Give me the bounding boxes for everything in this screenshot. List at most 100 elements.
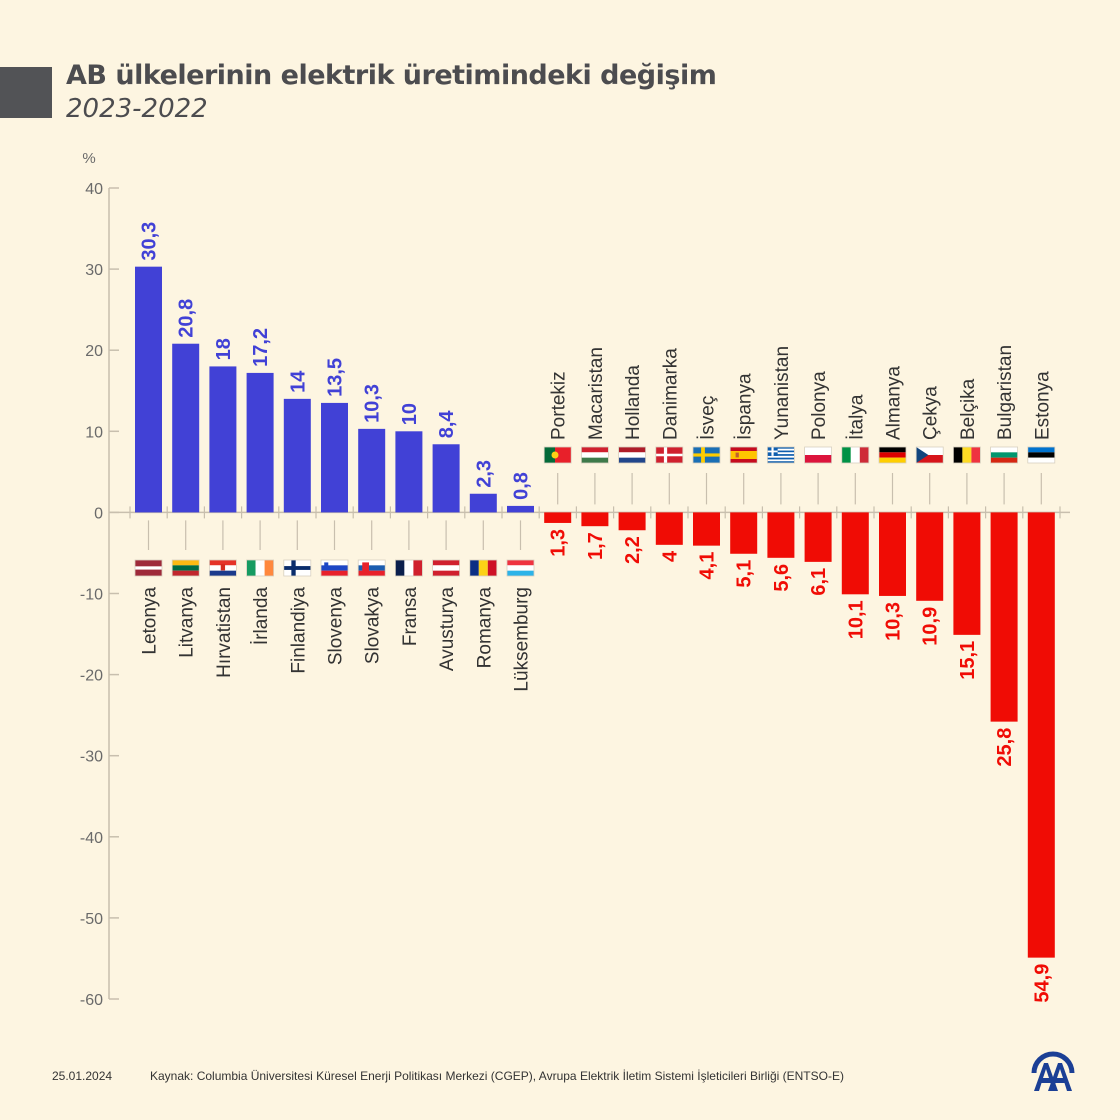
y-axis-label: % <box>82 150 95 167</box>
category-label: Portekiz <box>549 371 570 440</box>
bar-germany <box>879 512 906 596</box>
bar-estonia <box>1027 512 1055 958</box>
bar-czechia <box>916 512 944 601</box>
croatia-flag-icon <box>208 559 237 577</box>
bar-latvia <box>135 266 162 513</box>
germany-flag-icon <box>878 446 907 464</box>
category-label: Macaristan <box>586 347 607 440</box>
category-label: Lüksemburg <box>512 587 533 692</box>
bar-slovenia <box>321 402 348 513</box>
bar-poland <box>804 512 832 562</box>
category-label: Polonya <box>809 371 830 440</box>
category-label: Estonya <box>1032 371 1053 440</box>
y-tick-label: 0 <box>94 505 103 522</box>
bar-hungary <box>581 512 609 527</box>
bar-austria <box>432 444 460 513</box>
czechia-flag-icon <box>915 446 944 464</box>
category-label: İsveç <box>698 396 719 440</box>
ireland-flag-icon <box>246 559 275 577</box>
category-label: Finlandiya <box>288 587 309 674</box>
romania-flag-icon <box>469 559 498 577</box>
portugal-flag-icon <box>543 446 572 464</box>
category-label: Avusturya <box>437 587 458 672</box>
belgium-flag-icon <box>953 446 981 464</box>
luxembourg-flag-icon <box>506 559 535 577</box>
data-label: 10,3 <box>883 602 905 641</box>
y-tick-label: 30 <box>85 262 103 279</box>
source-note: Kaynak: Columbia Üniversitesi Küresel En… <box>150 1069 844 1083</box>
category-label: Yunanistan <box>772 346 793 440</box>
slovakia-flag-icon <box>357 559 386 577</box>
bar-spain <box>730 512 758 554</box>
poland-flag-icon <box>804 446 832 464</box>
category-label: İrlanda <box>251 587 272 646</box>
data-label: 8,4 <box>436 410 458 439</box>
finland-flag-icon <box>283 559 312 577</box>
bar-sweden <box>693 512 720 546</box>
data-label: 10,3 <box>362 384 384 423</box>
data-label: 1,3 <box>548 529 570 557</box>
axes: 40 30 20 10 0 -10 -20 -30 -40 -50 -60 <box>80 181 1070 1009</box>
y-tick-label: 40 <box>85 181 103 198</box>
bar-ireland <box>246 372 274 513</box>
denmark-flag-icon <box>655 446 684 464</box>
category-label: Danimarka <box>660 348 681 440</box>
chart-title: AB ülkelerinin elektrik üretimindeki değ… <box>66 60 717 91</box>
y-tick-label: 20 <box>85 343 103 360</box>
category-label: Romanya <box>474 587 495 669</box>
bar-france <box>395 431 423 513</box>
category-label: Hırvatistan <box>214 587 235 678</box>
category-label: Bulgaristan <box>995 345 1016 440</box>
data-label: 15,1 <box>957 641 979 680</box>
bar-italy <box>841 512 869 595</box>
austria-flag-icon <box>432 559 461 577</box>
category-label: Litvanya <box>177 587 198 658</box>
bar-bulgaria <box>990 512 1018 722</box>
data-label: 4 <box>659 550 681 562</box>
bar-finland <box>283 398 311 513</box>
data-label: 2,3 <box>473 460 495 488</box>
y-tick-label: -10 <box>80 587 103 604</box>
bar-slovakia <box>358 428 386 513</box>
data-label: 1,7 <box>585 532 607 560</box>
spain-flag-icon <box>729 446 758 464</box>
netherlands-flag-icon <box>618 446 646 464</box>
category-labels: Letonya Litvanya Hırvatistan İrlanda Finland… <box>140 345 1054 692</box>
data-label: 2,2 <box>622 536 644 564</box>
value-labels: 30,3 20,8 18 17,2 14 13,5 10,3 10 8,4 2,3 0,8 1,3 1,… <box>139 222 1054 1003</box>
bulgaria-flag-icon <box>990 446 1018 464</box>
data-label: 5,1 <box>734 560 756 588</box>
category-label: Letonya <box>140 587 161 655</box>
data-label: 10 <box>399 403 421 425</box>
slovenia-flag-icon <box>320 559 349 577</box>
category-label: İtalya <box>846 394 867 440</box>
bar-denmark <box>655 512 683 545</box>
category-label: Fransa <box>400 587 421 647</box>
bars <box>135 266 1055 958</box>
category-label: Hollanda <box>623 365 644 440</box>
estonia-flag-icon <box>1027 446 1056 464</box>
y-tick-label: -60 <box>80 992 103 1009</box>
chart-subtitle: 2023-2022 <box>66 94 208 124</box>
bar-greece <box>767 512 795 558</box>
hungary-flag-icon <box>581 446 609 464</box>
data-label: 30,3 <box>139 222 161 261</box>
category-label: Slovakya <box>363 587 384 665</box>
data-label: 10,1 <box>845 600 867 639</box>
category-label: Almanya <box>884 366 905 440</box>
y-tick-label: -30 <box>80 749 103 766</box>
category-label: İspanya <box>735 373 756 440</box>
bar-romania <box>469 493 497 513</box>
flag-connectors <box>147 473 1042 550</box>
data-label: 13,5 <box>325 358 347 397</box>
bar-netherlands <box>618 512 646 531</box>
data-label: 20,8 <box>176 299 198 338</box>
data-label: 6,1 <box>808 568 830 596</box>
y-tick-label: 10 <box>85 424 103 441</box>
sweden-flag-icon <box>692 446 721 464</box>
data-label: 5,6 <box>771 564 793 592</box>
flags <box>134 446 1056 577</box>
france-flag-icon <box>394 559 423 577</box>
y-tick-label: -40 <box>80 830 103 847</box>
data-label: 0,8 <box>511 472 533 500</box>
